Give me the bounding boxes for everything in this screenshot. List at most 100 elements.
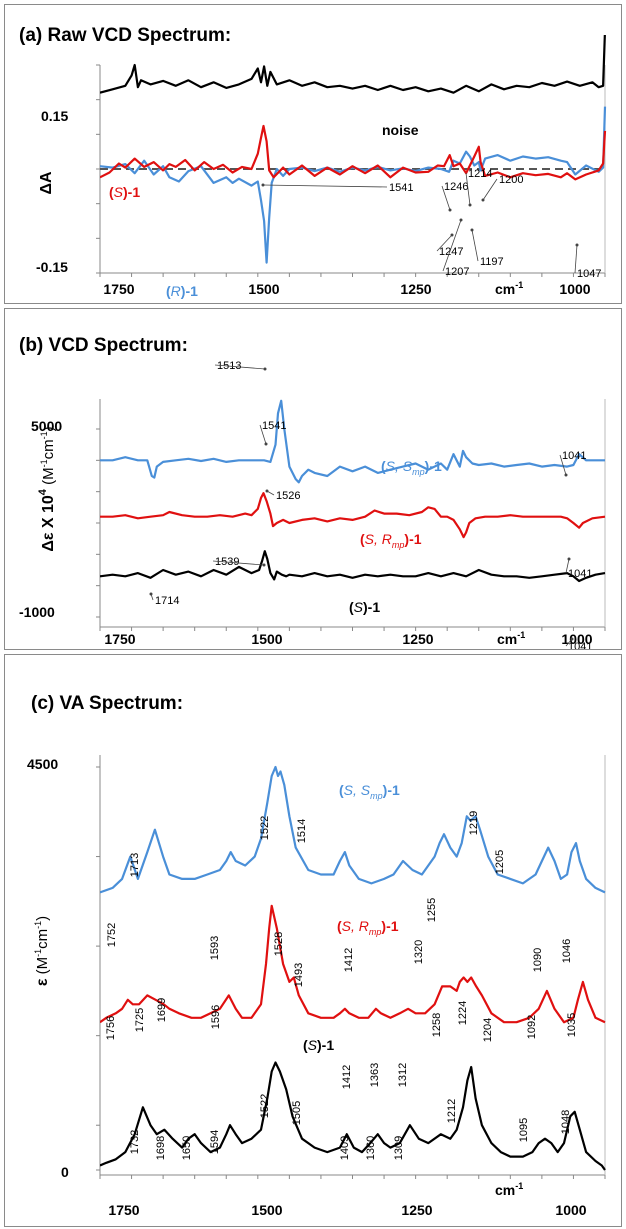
y-axis-label: ΔA xyxy=(38,171,55,195)
peak-label: 1699 xyxy=(156,998,168,1022)
raw-vcd-chart: (a) Raw VCD Spectrum: ΔA 0.15 -0.15 1750… xyxy=(19,25,607,299)
peak-arrow xyxy=(565,558,570,574)
series-label-noise: noise xyxy=(382,122,419,138)
peak-label: 1541 xyxy=(262,420,286,432)
peak-label: 1522 xyxy=(259,1094,271,1118)
peak-label: 1320 xyxy=(413,940,425,964)
peak-label: 1048 xyxy=(560,1110,572,1134)
peak-label: 1197 xyxy=(480,256,504,268)
peak-arrow xyxy=(471,229,479,262)
peak-label: 1041 xyxy=(568,641,592,649)
arrow-head xyxy=(263,367,267,371)
peak-label: 1528 xyxy=(273,932,285,956)
arrow-head xyxy=(481,198,485,202)
peak-arrow xyxy=(482,178,498,201)
x-tick-label: 1250 xyxy=(400,281,431,297)
series-label-s: (S)-1 xyxy=(109,184,140,200)
x-unit-label: cm-1 xyxy=(495,280,523,297)
arrow-head xyxy=(262,563,266,567)
panel-a: (a) Raw VCD Spectrum: ΔA 0.15 -0.15 1750… xyxy=(4,4,622,304)
peak-label: 1725 xyxy=(134,1008,146,1032)
axes xyxy=(96,64,606,277)
series-label-srmp: (S, Rmp)-1 xyxy=(337,918,399,937)
y-tick-label: -0.15 xyxy=(36,259,68,275)
va-chart: (c) VA Spectrum: ε (M-1cm-1) 4500 0 1750… xyxy=(27,693,606,1218)
series-label-ssmp: (S, Smp)-1 xyxy=(339,782,400,801)
peak-label: 1698 xyxy=(155,1136,167,1160)
y-tick-label: 0 xyxy=(61,1164,69,1180)
series-line-black xyxy=(100,35,606,94)
peak-label: 1593 xyxy=(209,936,221,960)
x-tick-label: 1500 xyxy=(248,281,279,297)
annotations: 1752 1713 1593 1522 1514 1412 1320 1255 1219 1205… xyxy=(105,811,578,1160)
peak-label: 1205 xyxy=(494,850,506,874)
peak-arrow xyxy=(465,172,471,206)
arrow-head xyxy=(468,203,472,207)
peak-label: 1247 xyxy=(439,246,463,258)
series-line-blue xyxy=(100,399,605,484)
annotations: 154115401246121412001247120711971047 xyxy=(261,168,601,280)
series-label-s: (S)-1 xyxy=(349,599,380,615)
arrow-head xyxy=(567,557,571,561)
series-line-black xyxy=(100,1061,606,1171)
peak-label: 1596 xyxy=(210,1005,222,1029)
peak-label: 1713 xyxy=(129,853,141,877)
peak-label: 1200 xyxy=(499,174,523,186)
arrow-head xyxy=(564,473,568,477)
peak-arrow xyxy=(436,234,453,252)
series-label-srmp: (S, Rmp)-1 xyxy=(360,531,422,550)
x-tick-label: 1000 xyxy=(559,281,590,297)
peak-label: 1092 xyxy=(526,1015,538,1039)
x-tick-label: 1000 xyxy=(561,631,592,647)
x-tick-label: 1000 xyxy=(555,1202,586,1218)
vcd-chart: (b) VCD Spectrum: Δε X 104 (M-1cm-1) 500… xyxy=(19,335,606,649)
axes xyxy=(96,755,606,1179)
peak-arrow xyxy=(442,219,462,272)
peak-label: 1412 xyxy=(341,1065,353,1089)
peak-label: 1714 xyxy=(155,595,179,607)
peak-label: 1204 xyxy=(482,1018,494,1042)
peak-label: 1412 xyxy=(343,948,355,972)
peak-label: 1526 xyxy=(276,490,300,502)
peak-label: 1594 xyxy=(209,1130,221,1154)
peak-label: 1046 xyxy=(561,939,573,963)
peak-label: 1212 xyxy=(446,1099,458,1123)
peak-arrow xyxy=(559,454,567,476)
x-tick-label: 1750 xyxy=(104,631,135,647)
peak-arrow xyxy=(259,424,267,445)
x-tick-label: 1500 xyxy=(251,1202,282,1218)
x-tick-label: 1750 xyxy=(103,281,134,297)
y-tick-label: 5000 xyxy=(31,418,62,434)
peak-label: 1505 xyxy=(291,1101,303,1125)
peak-label: 1255 xyxy=(426,898,438,922)
peak-label: 1214 xyxy=(468,168,492,180)
arrow-head xyxy=(470,228,474,232)
peak-label: 1047 xyxy=(577,268,601,280)
peak-arrow xyxy=(441,185,451,211)
peak-label: 1409 xyxy=(339,1136,351,1160)
arrow-head xyxy=(575,243,579,247)
peak-label: 1095 xyxy=(518,1118,530,1142)
x-tick-label: 1250 xyxy=(402,631,433,647)
peak-label: 1258 xyxy=(431,1013,443,1037)
peak-arrow xyxy=(565,638,573,647)
arrow-head xyxy=(265,489,269,493)
x-tick-label: 1250 xyxy=(401,1202,432,1218)
series-line-red xyxy=(100,124,607,181)
peak-label: 1041 xyxy=(568,568,592,580)
peak-label: 1246 xyxy=(444,181,468,193)
peak-label: 1224 xyxy=(457,1001,469,1025)
chart-title: (b) VCD Spectrum: xyxy=(19,335,188,356)
peak-label: 1207 xyxy=(445,266,469,278)
panel-c: (c) VA Spectrum: ε (M-1cm-1) 4500 0 1750… xyxy=(4,654,622,1227)
peak-label: 1090 xyxy=(532,948,544,972)
peak-label: 1219 xyxy=(468,811,480,835)
chart-title: (c) VA Spectrum: xyxy=(31,693,183,714)
arrow-head xyxy=(261,183,265,187)
peak-label: 1312 xyxy=(397,1063,409,1087)
series-line-red xyxy=(100,904,606,1024)
series-label-s: (S)-1 xyxy=(303,1037,334,1053)
y-tick-label: 4500 xyxy=(27,756,58,772)
series-label-r: (R)-1 xyxy=(166,283,198,299)
peak-label: 1514 xyxy=(296,819,308,843)
